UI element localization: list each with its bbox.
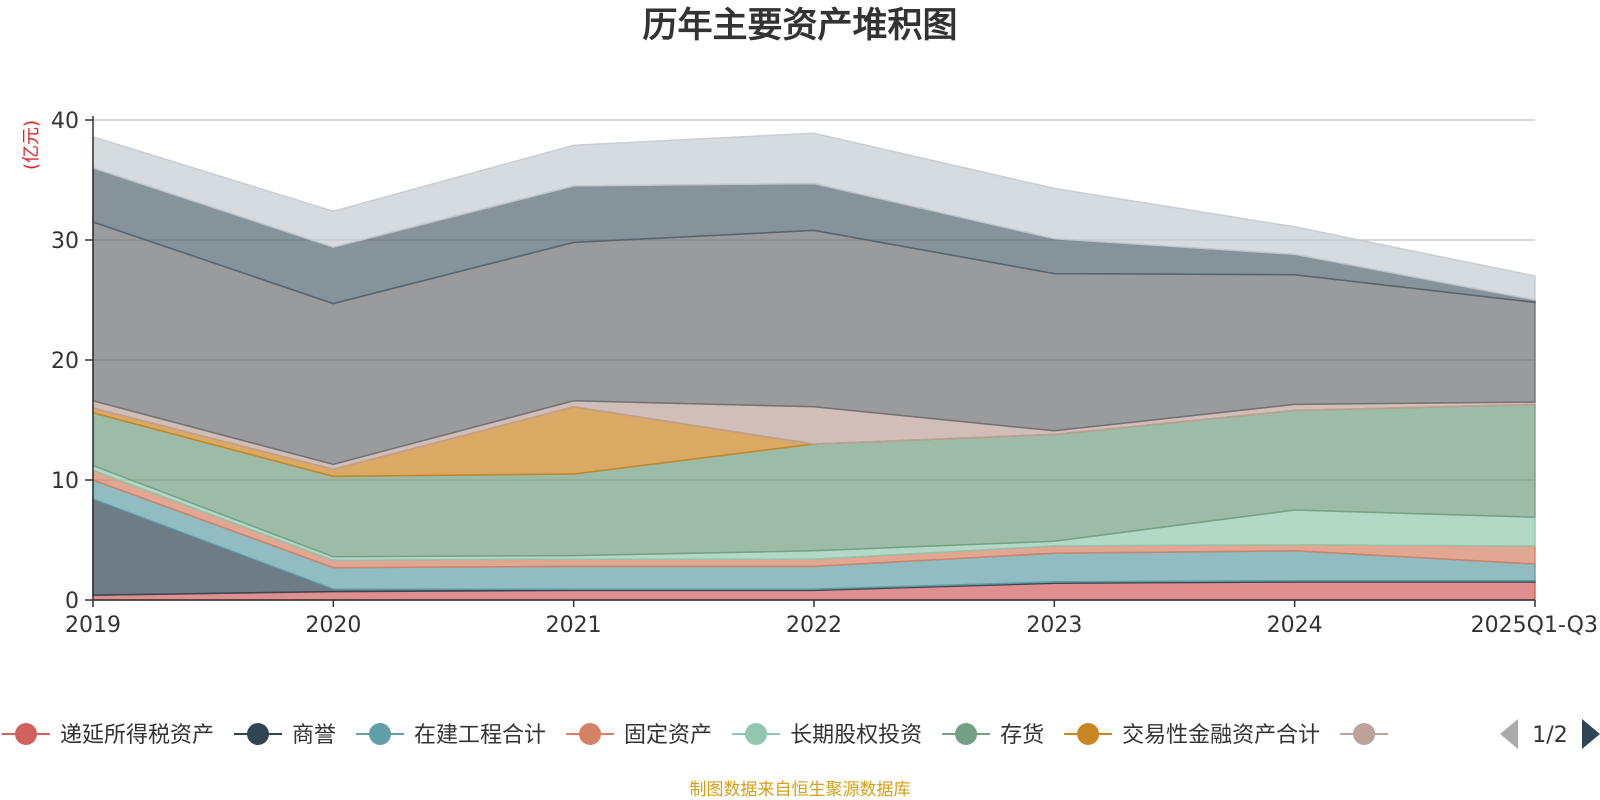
legend-label: 存货	[1000, 723, 1044, 748]
x-tick-label: 2025Q1-Q3	[1471, 613, 1598, 638]
legend-marker	[579, 723, 602, 745]
legend-item[interactable]: 在建工程合计	[356, 723, 546, 748]
y-tick-label: 30	[51, 229, 79, 254]
legend-label: 长期股权投资	[790, 723, 922, 748]
legend-marker	[369, 723, 392, 745]
legend-marker	[1077, 723, 1100, 745]
legend-item[interactable]: 商誉	[234, 723, 336, 748]
legend-item[interactable]: 长期股权投资	[732, 723, 922, 748]
area-series	[92, 132, 1536, 301]
legend-marker	[745, 723, 768, 745]
x-tick-label: 2023	[1026, 613, 1082, 638]
legend: 递延所得税资产 商誉 在建工程合计 固定资产 长期股权投资 存货 交易性金融资产合计 1/2	[2, 719, 1600, 749]
legend-marker	[15, 723, 37, 745]
legend-label: 固定资产	[624, 723, 712, 748]
legend-next-icon[interactable]	[1582, 719, 1600, 749]
legend-item[interactable]: 固定资产	[566, 723, 712, 748]
legend-marker	[247, 723, 270, 745]
legend-item[interactable]: 存货	[942, 723, 1044, 748]
legend-item[interactable]	[1340, 723, 1389, 745]
x-tick-label: 2022	[786, 613, 842, 638]
x-tick-label: 2024	[1267, 613, 1323, 638]
legend-marker	[1353, 723, 1376, 745]
legend-page-indicator: 1/2	[1532, 723, 1567, 748]
y-tick-label: 20	[51, 349, 79, 374]
axes: 0 10 20 30 40 2019 2020 2021 2022 2023 2024 2025Q1-…	[51, 109, 1598, 638]
x-tick-label: 2021	[546, 613, 602, 638]
legend-label: 商誉	[292, 723, 336, 748]
legend-item[interactable]: 递延所得税资产	[2, 723, 214, 748]
legend-label: 在建工程合计	[414, 723, 546, 748]
legend-item[interactable]: 交易性金融资产合计	[1064, 723, 1320, 748]
legend-label: 交易性金融资产合计	[1122, 723, 1320, 748]
y-tick-label: 0	[65, 589, 79, 614]
source-note: 制图数据来自恒生聚源数据库	[690, 780, 911, 800]
y-axis-label: (亿元)	[21, 120, 42, 170]
y-tick-label: 40	[51, 109, 79, 134]
y-tick-label: 10	[51, 469, 79, 494]
legend-marker	[955, 723, 978, 745]
x-tick-label: 2019	[65, 613, 121, 638]
series-areas	[92, 132, 1536, 601]
chart-title: 历年主要资产堆积图	[642, 6, 957, 46]
x-tick-label: 2020	[305, 613, 361, 638]
legend-pager: 1/2	[1500, 719, 1600, 749]
legend-prev-icon[interactable]	[1500, 719, 1518, 749]
legend-label: 递延所得税资产	[60, 723, 214, 748]
